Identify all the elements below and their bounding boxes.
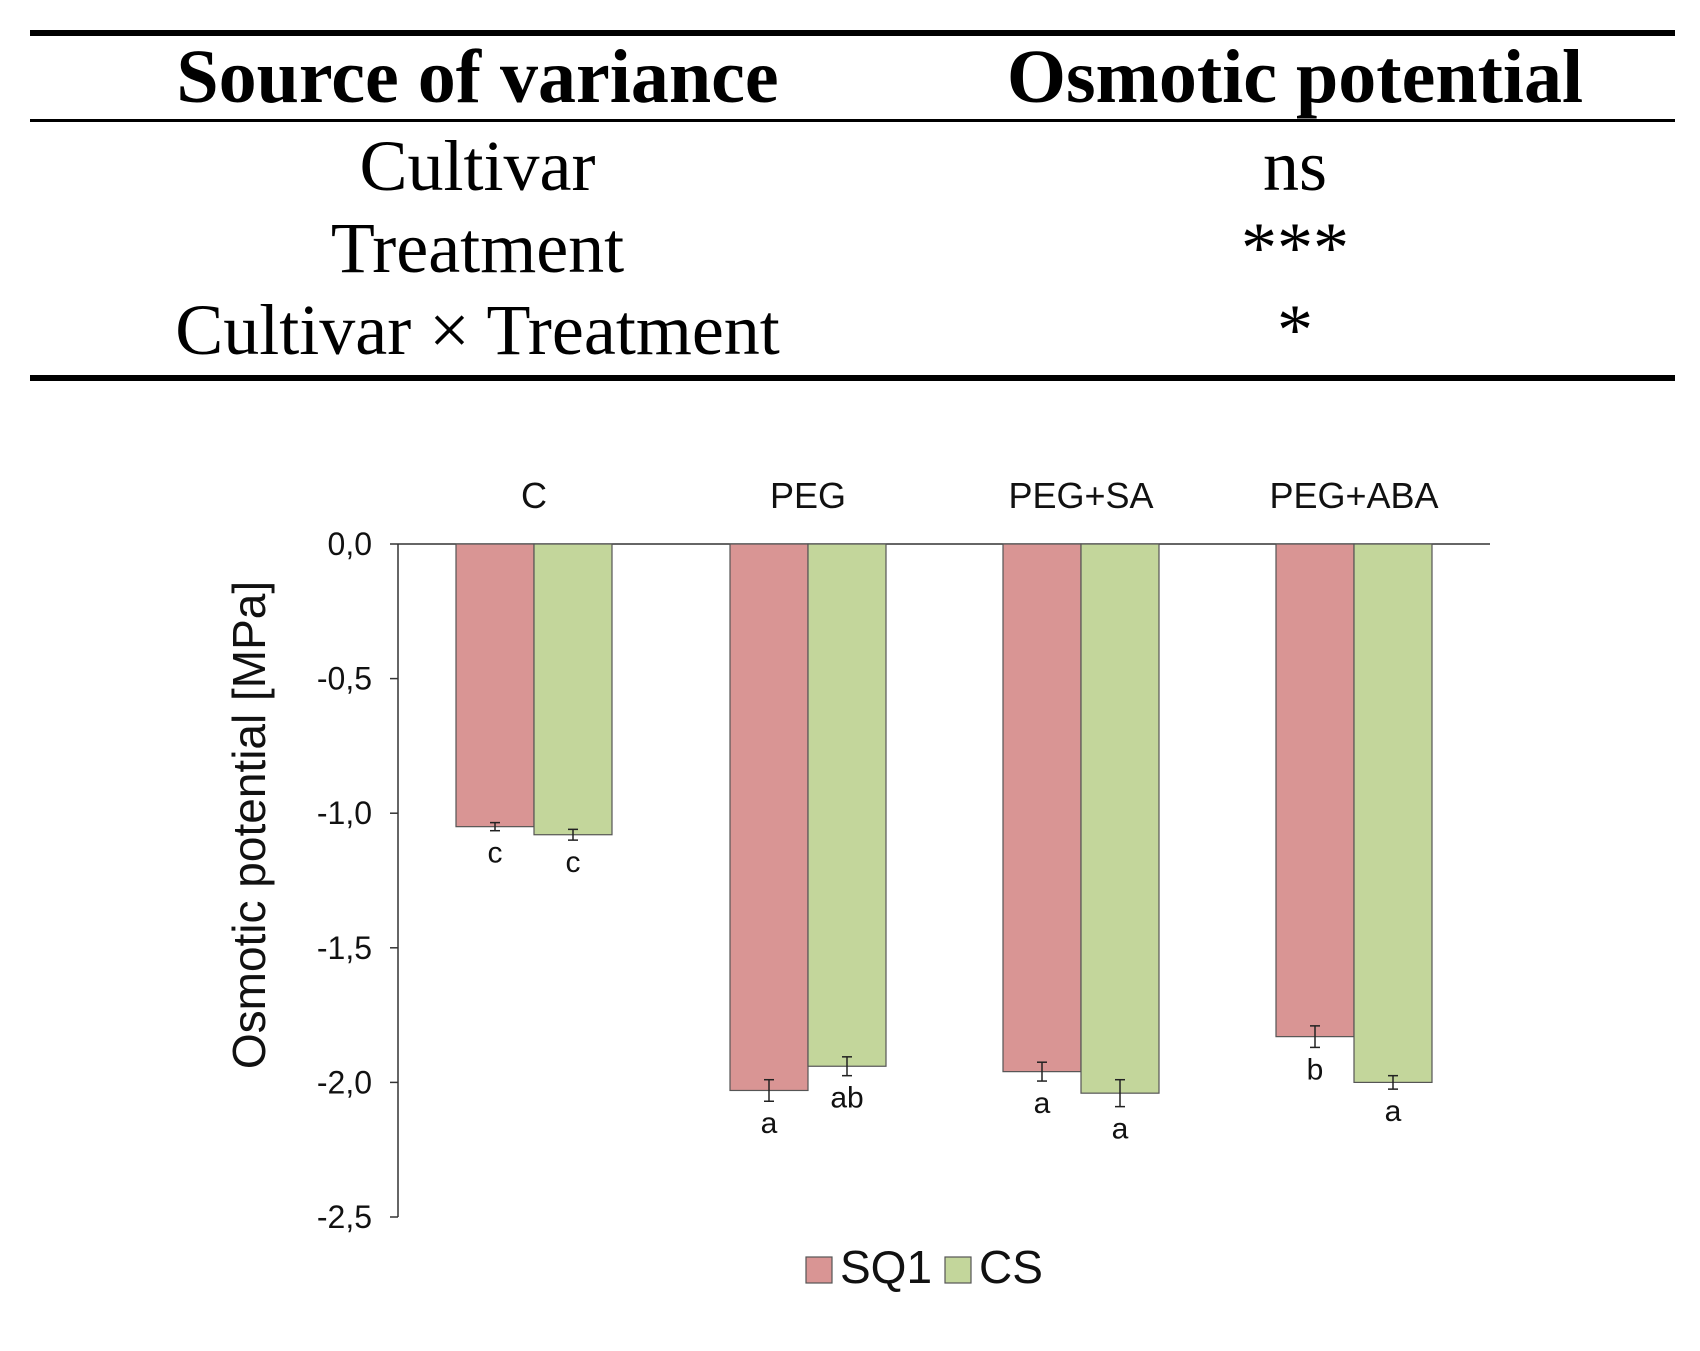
y-tick-label: 0,0 [328, 526, 372, 562]
header-source-of-variance: Source of variance [176, 35, 779, 119]
bar [729, 543, 809, 1092]
row-value-cultivar: ns [1262, 126, 1328, 206]
table-top-rule [30, 30, 1675, 36]
row-value-interaction: * [1277, 290, 1313, 370]
legend-swatch [944, 1256, 972, 1284]
bar [533, 543, 613, 836]
y-tick-label: -2,5 [317, 1199, 372, 1235]
bar [1080, 543, 1160, 1094]
significance-letter: a [1385, 1095, 1402, 1128]
y-tick-label: -0,5 [317, 661, 372, 697]
significance-letter: c [566, 846, 581, 879]
significance-letter: a [1112, 1113, 1129, 1146]
osmotic-potential-bar-chart: 0,0 -0,5 -1,0 -1,5 -2,0 -2,5 C PEG PEG+SA PEG+ABA… [223, 475, 1490, 1293]
table-bottom-rule [30, 375, 1675, 381]
y-tick-label: -1,5 [317, 930, 372, 966]
bar [1353, 543, 1433, 1084]
header-osmotic-potential: Osmotic potential [1006, 35, 1584, 119]
significance-letter: c [488, 837, 503, 870]
category-label: PEG [770, 475, 846, 516]
bar [1002, 543, 1082, 1073]
bar [1275, 543, 1355, 1038]
bar [455, 543, 535, 828]
significance-letter: ab [830, 1082, 863, 1115]
plot-area: 0,0 -0,5 -1,0 -1,5 -2,0 -2,5 C PEG PEG+SA PEG+ABA… [317, 475, 1490, 1293]
legend-label: CS [979, 1241, 1043, 1293]
bar [807, 543, 887, 1067]
legend-swatch [805, 1256, 833, 1284]
table-header-rule [30, 119, 1675, 122]
significance-letter: a [761, 1107, 778, 1140]
significance-letter: a [1034, 1087, 1051, 1120]
row-source-treatment: Treatment [330, 208, 625, 288]
category-label: PEG+ABA [1269, 475, 1438, 516]
y-tick-label: -2,0 [317, 1064, 372, 1100]
y-axis-label: Osmotic potential [MPa] [223, 581, 275, 1069]
y-tick-label: -1,0 [317, 795, 372, 831]
row-source-cultivar: Cultivar [359, 126, 596, 206]
category-label: C [521, 475, 547, 516]
legend-label: SQ1 [840, 1241, 932, 1293]
category-label: PEG+SA [1008, 475, 1153, 516]
anova-table: Source of variance Osmotic potential Cul… [0, 0, 1700, 400]
row-value-treatment: *** [1241, 208, 1349, 288]
row-source-interaction: Cultivar × Treatment [175, 290, 780, 370]
significance-letter: b [1307, 1053, 1324, 1086]
